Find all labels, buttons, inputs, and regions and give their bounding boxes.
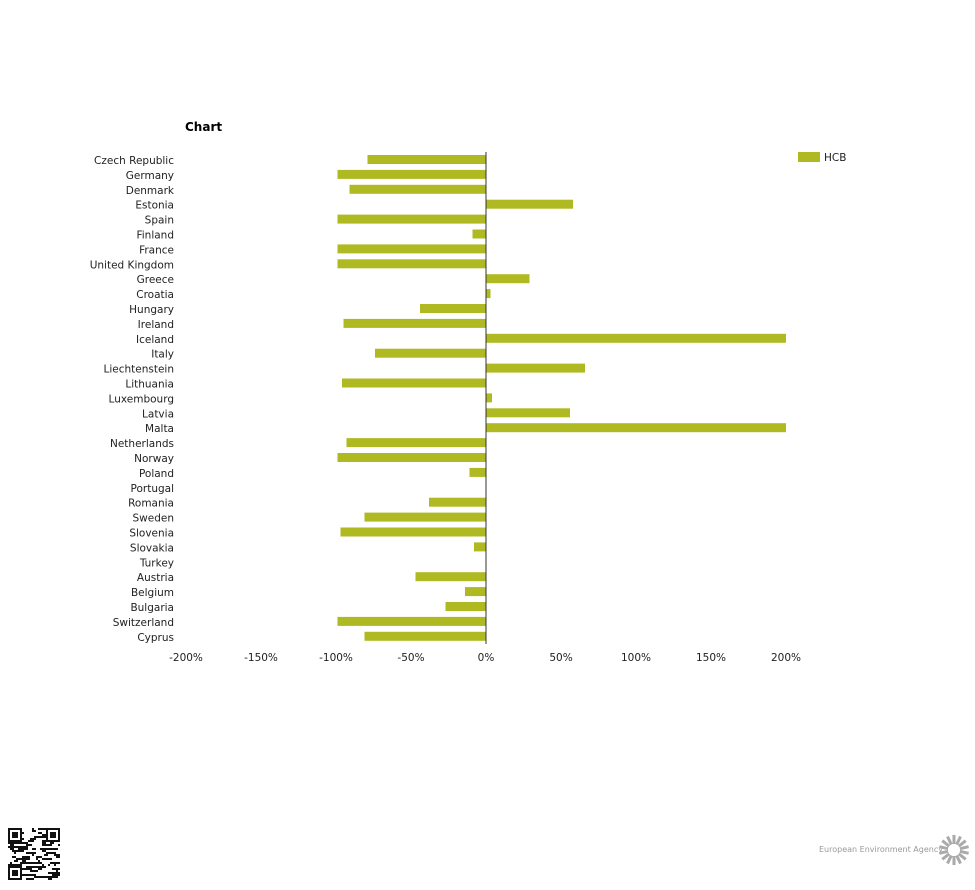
bar (486, 289, 491, 299)
bar (343, 318, 486, 328)
brand-name: European Environment Agency (819, 845, 943, 854)
x-tick-label: 50% (549, 652, 572, 664)
bar (486, 363, 585, 373)
eea-logo-icon (938, 834, 970, 870)
category-label: Cyprus (137, 632, 174, 644)
bar (429, 497, 486, 507)
category-label: Turkey (139, 557, 174, 569)
bar (472, 229, 486, 239)
bar (337, 169, 486, 179)
bar (367, 155, 486, 164)
x-tick-label: -100% (319, 652, 353, 664)
bar (486, 199, 573, 209)
category-label: Norway (134, 453, 174, 465)
category-label: Poland (139, 468, 174, 480)
legend-swatch (798, 152, 820, 162)
bar (465, 587, 486, 597)
x-tick-label: 0% (478, 652, 495, 664)
category-label: Malta (145, 423, 174, 435)
category-label: Liechtenstein (103, 364, 174, 376)
bar (337, 453, 486, 462)
category-label: Sweden (133, 513, 175, 525)
category-label: Greece (137, 274, 174, 286)
category-label: Croatia (136, 289, 174, 301)
legend-label: HCB (824, 152, 846, 164)
category-label: Slovakia (130, 542, 174, 554)
category-label: Germany (126, 170, 174, 182)
bar (364, 512, 486, 522)
bar (486, 423, 786, 433)
category-label: United Kingdom (90, 259, 174, 271)
bar (415, 572, 486, 582)
x-tick-label: -50% (397, 652, 424, 664)
bar (337, 244, 486, 254)
category-label: Denmark (126, 185, 175, 197)
bar (469, 467, 486, 477)
x-tick-label: 150% (696, 652, 726, 664)
x-tick-label: 200% (771, 652, 801, 664)
category-label: Italy (151, 349, 174, 361)
category-label: Switzerland (113, 617, 174, 629)
bar (342, 378, 486, 388)
bar (337, 259, 486, 269)
category-label: Finland (136, 230, 174, 242)
category-label: Ireland (138, 319, 174, 331)
category-label: Bulgaria (130, 602, 174, 614)
bar (337, 616, 486, 626)
x-tick-label: 100% (621, 652, 651, 664)
category-label: Hungary (129, 304, 174, 316)
category-label: Netherlands (110, 438, 174, 450)
category-label: Czech Republic (94, 155, 174, 167)
category-label: Iceland (136, 334, 174, 346)
category-label: Lithuania (125, 379, 174, 391)
category-label: France (139, 244, 174, 256)
qr-code (8, 828, 61, 881)
category-label: Portugal (131, 483, 175, 495)
bar (486, 274, 530, 284)
bar (337, 214, 486, 224)
bar (474, 542, 486, 552)
bar (340, 527, 486, 537)
bar (375, 348, 486, 358)
chart-title: Chart (185, 120, 222, 134)
bar (346, 438, 486, 448)
bar (445, 602, 486, 611)
category-label: Belgium (131, 587, 174, 599)
category-label: Romania (128, 498, 174, 510)
bar (486, 408, 570, 418)
category-label: Estonia (135, 200, 174, 212)
bar (349, 184, 486, 194)
category-label: Latvia (142, 408, 174, 420)
bar (364, 631, 486, 641)
category-label: Austria (137, 572, 174, 584)
x-tick-label: -150% (244, 652, 278, 664)
category-label: Slovenia (129, 528, 174, 540)
category-label: Luxembourg (109, 393, 174, 405)
bar (486, 393, 492, 403)
x-tick-label: -200% (169, 652, 203, 664)
bar (420, 304, 486, 313)
bar (486, 333, 786, 343)
category-label: Spain (145, 215, 174, 227)
